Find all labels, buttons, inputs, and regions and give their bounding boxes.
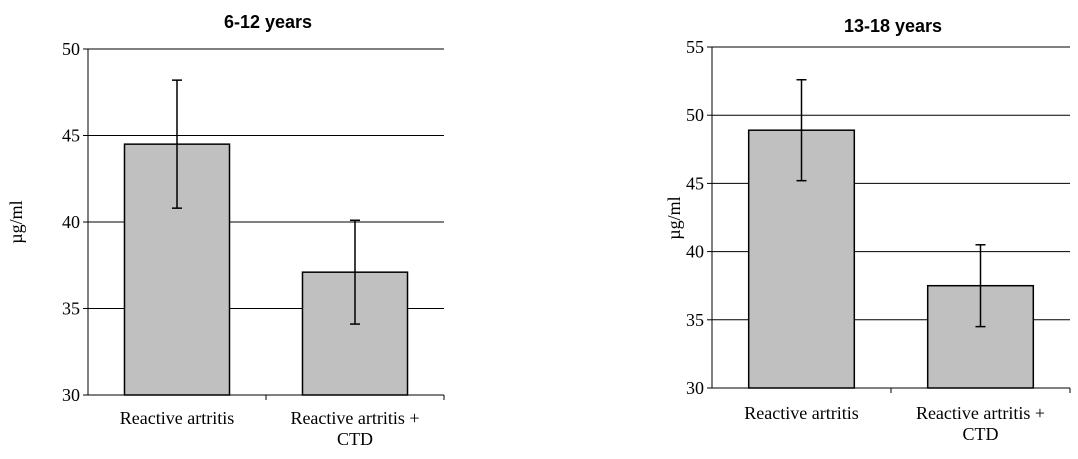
y-tick-label: 30	[62, 385, 80, 405]
y-tick-label: 35	[686, 310, 704, 330]
y-axis-label: µg/ml	[664, 196, 684, 239]
x-category-label: CTD	[337, 429, 373, 449]
y-axis-label: µg/ml	[6, 200, 26, 243]
x-category-label: Reactive artritis	[120, 408, 234, 428]
chart-title: 6-12 years	[224, 12, 312, 32]
y-tick-label: 40	[62, 212, 80, 232]
x-category-label: Reactive artritis	[744, 403, 858, 423]
y-tick-label: 30	[686, 378, 704, 398]
y-tick-label: 40	[686, 242, 704, 262]
x-category-label: Reactive artritis +	[916, 403, 1045, 423]
y-tick-label: 35	[62, 299, 80, 319]
y-tick-label: 55	[686, 37, 704, 57]
x-category-label: CTD	[963, 424, 999, 444]
x-category-label: Reactive artritis +	[290, 408, 419, 428]
y-tick-label: 50	[686, 105, 704, 125]
y-tick-label: 50	[62, 39, 80, 59]
chart-panel-6-12-years: 6-12 years µg/ml 30 35 40 45 50 Reactive artr…	[6, 12, 445, 449]
y-tick-label: 45	[686, 173, 704, 193]
chart-panel-13-18-years: 13-18 years µg/ml 30 35 40 45 50 55 Reactive a…	[664, 16, 1071, 444]
y-tick-label: 45	[62, 126, 80, 146]
chart-title: 13-18 years	[844, 16, 942, 36]
